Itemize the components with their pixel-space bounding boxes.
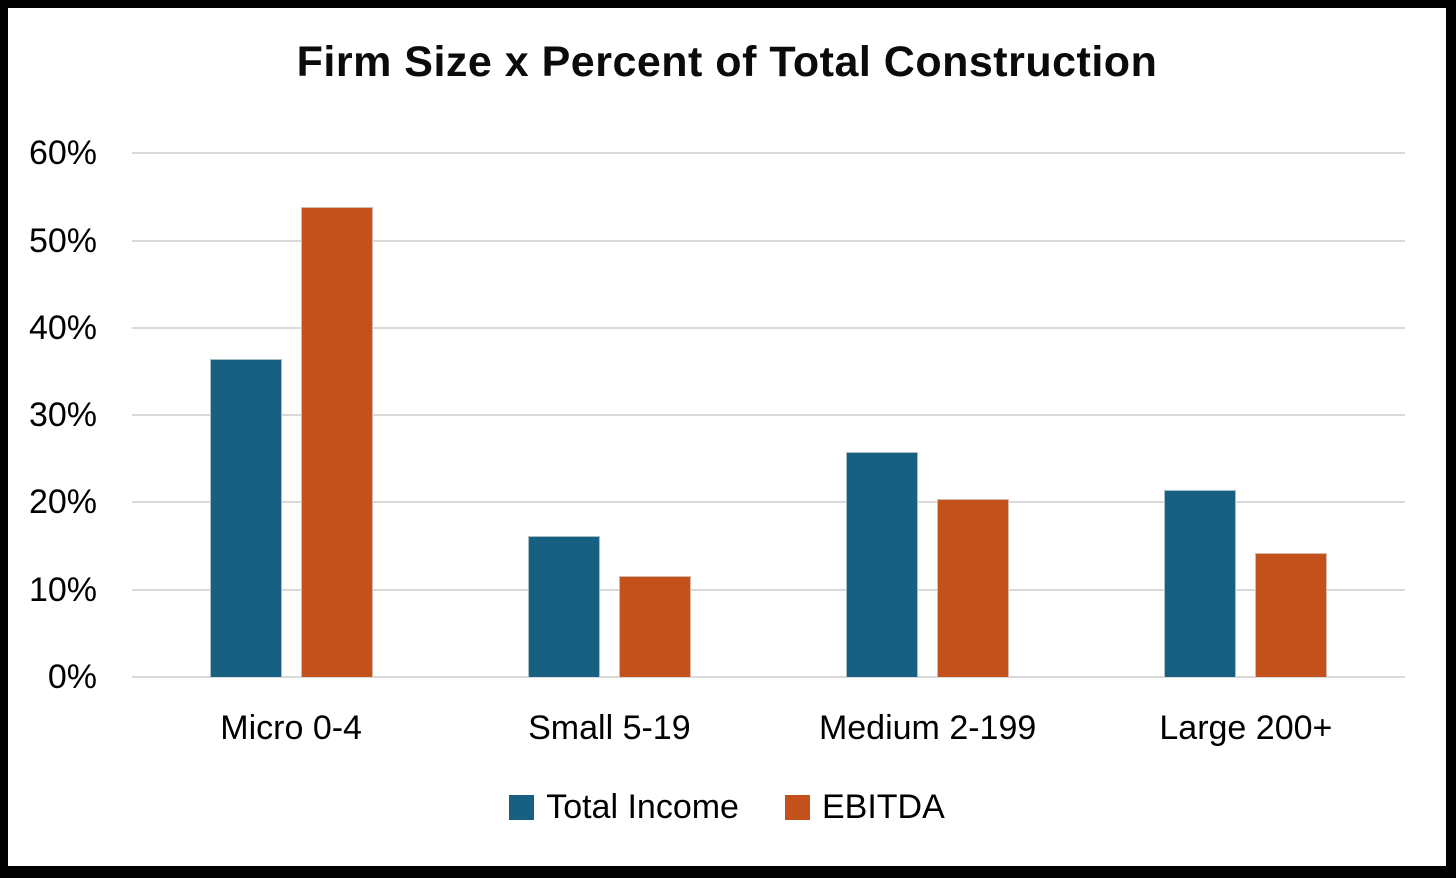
legend-item-total-income: Total Income bbox=[509, 788, 739, 827]
x-axis-label-micro-0-4: Micro 0-4 bbox=[220, 709, 362, 747]
x-axis-label-small-5-19: Small 5-19 bbox=[528, 709, 691, 747]
legend-item-ebitda: EBITDA bbox=[784, 788, 945, 827]
gridline-20 bbox=[132, 501, 1405, 504]
x-axis-label-large-200: Large 200+ bbox=[1159, 709, 1333, 747]
bar-total-income-medium-2-199 bbox=[846, 451, 919, 677]
plot-area: 0% 10% 20% 30% 40% 50% 60% Micro 0-4 Small 5-19 M… bbox=[8, 8, 1446, 866]
legend: Total Income EBITDA bbox=[8, 788, 1446, 827]
y-tick-label-0: 0% bbox=[47, 658, 97, 696]
legend-label-ebitda: EBITDA bbox=[821, 788, 945, 826]
gridline-0 bbox=[132, 676, 1405, 678]
bar-total-income-small-5-19 bbox=[527, 535, 600, 677]
bar-ebitda-large-200 bbox=[1255, 553, 1328, 677]
y-tick-label-60: 60% bbox=[28, 134, 97, 173]
y-tick-label-40: 40% bbox=[28, 308, 97, 347]
y-tick-label-30: 30% bbox=[28, 396, 97, 435]
x-axis-label-medium-2-199: Medium 2-199 bbox=[818, 709, 1037, 747]
legend-swatch-ebitda bbox=[784, 795, 810, 820]
bar-ebitda-small-5-19 bbox=[618, 575, 691, 677]
legend-label-total-income: Total Income bbox=[546, 788, 739, 826]
bar-ebitda-medium-2-199 bbox=[937, 498, 1010, 677]
y-tick-label-50: 50% bbox=[28, 221, 97, 260]
bar-total-income-micro-0-4 bbox=[209, 359, 282, 677]
gridline-40 bbox=[132, 326, 1405, 329]
legend-swatch-total-income bbox=[509, 795, 535, 820]
y-tick-label-20: 20% bbox=[28, 483, 97, 522]
gridline-50 bbox=[132, 239, 1405, 242]
chart-title: Firm Size x Percent of Total Constructio… bbox=[296, 38, 1158, 86]
bar-total-income-large-200 bbox=[1164, 490, 1237, 677]
bar-ebitda-micro-0-4 bbox=[300, 207, 373, 677]
gridline-10 bbox=[132, 588, 1405, 591]
gridline-60 bbox=[132, 152, 1405, 155]
y-tick-label-10: 10% bbox=[28, 570, 97, 609]
gridline-30 bbox=[132, 414, 1405, 417]
